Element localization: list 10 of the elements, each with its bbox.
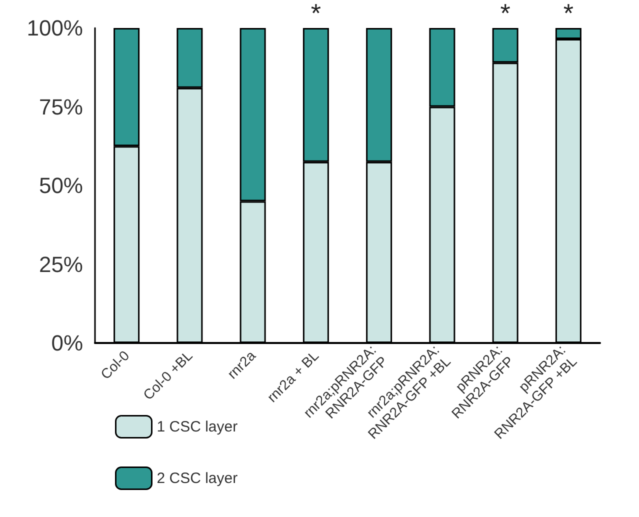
y-tick-label: 50% [38,173,83,198]
annotation: * [563,0,574,28]
legend-label: 1 CSC layer [156,418,238,436]
y-tick-label: 25% [38,252,83,277]
y-tick-label: 100% [26,16,83,40]
annotation: * [310,0,321,28]
legend-label: 2 CSC layer [156,470,238,487]
y-tick-label: 0% [51,330,83,356]
y-tick-label: 75% [38,94,83,120]
annotation: * [500,0,510,28]
